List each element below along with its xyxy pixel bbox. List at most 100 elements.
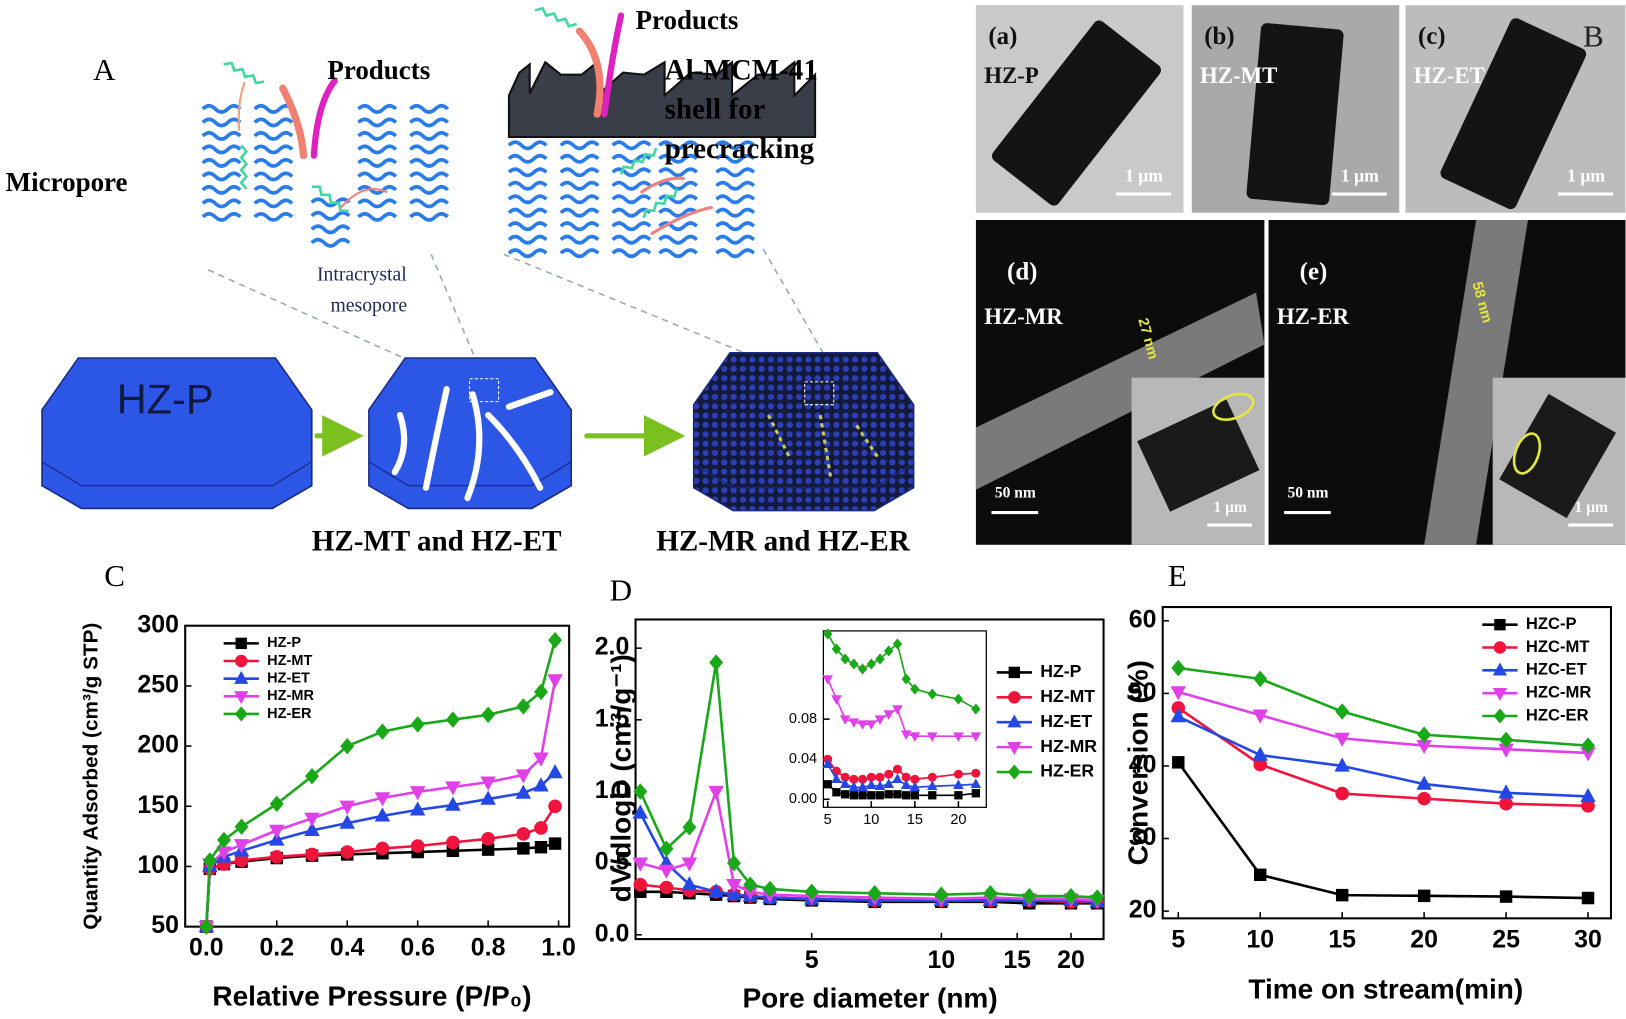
x-tick-label: 25	[1492, 925, 1520, 953]
marker	[1493, 708, 1507, 724]
marker	[708, 883, 724, 898]
marker	[1170, 686, 1186, 701]
marker	[726, 878, 742, 894]
marker	[927, 732, 938, 742]
marker	[234, 706, 248, 722]
marker	[548, 631, 563, 649]
marker	[547, 764, 563, 779]
marker	[823, 780, 832, 789]
micrograph-tag: (e)	[1300, 259, 1328, 286]
y-tick-label: 0.5	[595, 848, 630, 876]
y-tick-label: 30	[1129, 823, 1157, 851]
marker	[1252, 709, 1268, 724]
y-tick-label: 1.0	[595, 776, 630, 804]
crystal	[692, 352, 915, 512]
marker	[1492, 687, 1508, 701]
highlight-ellipse	[1212, 392, 1255, 421]
legend-label: HZ-MR	[1040, 736, 1097, 756]
marker	[216, 831, 231, 849]
marker	[410, 716, 425, 733]
marker	[1580, 787, 1596, 803]
marker	[269, 824, 285, 839]
marker	[743, 876, 758, 893]
panel-label: D	[610, 573, 632, 608]
x-tick-label: 1.0	[541, 934, 576, 962]
marker	[708, 785, 724, 800]
scale-label: 50 nm	[995, 485, 1036, 502]
y-tick-label: 50	[151, 911, 179, 939]
marker	[857, 663, 868, 675]
marker	[883, 778, 894, 789]
marker	[927, 772, 937, 782]
x-tick-label: 30	[1574, 925, 1602, 953]
crystal-edge	[41, 461, 313, 487]
marker	[1334, 732, 1350, 747]
marker	[1416, 775, 1432, 790]
marker	[304, 821, 320, 837]
x-tick-label: 15	[1328, 925, 1356, 953]
x-tick-label: 0.6	[400, 934, 435, 962]
guide-line	[430, 253, 489, 390]
marker	[339, 800, 355, 815]
marker	[1492, 662, 1508, 676]
marker	[516, 827, 531, 841]
marker	[953, 769, 963, 779]
marker	[953, 732, 964, 742]
marker	[884, 769, 894, 779]
flow-arrow	[279, 84, 308, 160]
lattice-band	[975, 292, 1265, 490]
plot-frame	[1161, 606, 1613, 920]
marker	[831, 773, 842, 784]
flow-arrow	[601, 12, 625, 118]
marker	[445, 781, 461, 796]
x-axis-label: Pore diameter (nm)	[742, 983, 997, 1014]
flow-arrow	[650, 205, 713, 236]
marker	[1064, 887, 1078, 905]
marker	[867, 885, 882, 902]
marker	[445, 711, 460, 728]
marker	[866, 779, 877, 790]
plot-frame	[634, 618, 1105, 941]
marker	[909, 781, 921, 792]
panel-label: C	[104, 558, 125, 593]
series-line	[205, 679, 557, 927]
pore-wall	[507, 140, 548, 259]
pore-wall	[253, 104, 294, 222]
y-axis-label: Conversion (%)	[1122, 660, 1153, 865]
marker	[548, 799, 562, 814]
series-line	[1177, 715, 1589, 798]
crystal-image	[991, 20, 1161, 206]
flow-arrow	[339, 188, 388, 209]
marker	[515, 784, 532, 799]
scale-label: 1 μm	[1213, 499, 1246, 516]
marker	[927, 780, 938, 791]
marker	[305, 847, 319, 862]
marker	[900, 730, 912, 740]
marker	[547, 674, 563, 689]
marker	[1253, 868, 1267, 882]
marker	[1581, 737, 1595, 754]
marker	[857, 781, 868, 792]
shell-label: Al-MCM-41	[665, 54, 818, 86]
marker	[884, 790, 893, 799]
marker	[1007, 764, 1021, 780]
marker	[1499, 890, 1513, 903]
marker	[875, 791, 885, 800]
marker	[1008, 691, 1021, 704]
marker	[901, 791, 911, 800]
panel-label: E	[1168, 558, 1187, 593]
scale-label: 1 μm	[1575, 499, 1608, 516]
pore-wall	[559, 140, 600, 259]
marker	[548, 837, 562, 850]
molecule	[223, 61, 265, 85]
marker	[1172, 756, 1185, 769]
flow-arrow	[237, 81, 246, 131]
products-label: Products	[327, 55, 430, 85]
marker	[1335, 703, 1350, 720]
flow-arrow	[575, 27, 604, 118]
x-tick-label: 0.4	[330, 934, 365, 962]
marker	[884, 645, 894, 657]
y-tick-label: 50	[1129, 678, 1157, 706]
marker	[632, 804, 649, 819]
marker	[840, 653, 850, 665]
